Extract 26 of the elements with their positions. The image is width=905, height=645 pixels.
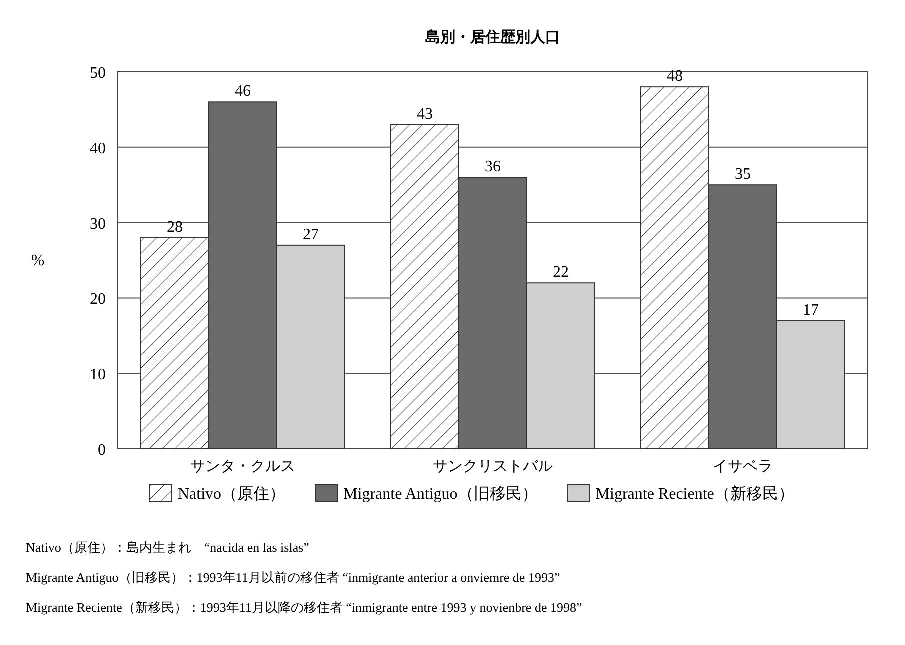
legend-label: Migrante Antiguo（旧移民） [344, 485, 538, 503]
data-label: 28 [167, 218, 183, 236]
text: Migrante Reciente（新移民）：1993年11月以降の移住者 “inmigrante entre 1993 y novienbre de 1998” [26, 600, 582, 615]
data-label: 22 [553, 264, 569, 282]
text: Nativo（原住）：島内生まれ “nacida en las islas” [26, 540, 310, 555]
data-label: 35 [735, 166, 751, 184]
x-tick-label: サンクリストバル [433, 459, 553, 475]
data-label: 36 [485, 158, 501, 176]
y-tick-label: 20 [90, 291, 106, 308]
x-tick-label: イサベラ [713, 459, 773, 475]
data-label: 27 [303, 226, 319, 244]
data-label: 43 [417, 106, 433, 123]
y-tick-label: 30 [90, 216, 106, 233]
data-label: 48 [667, 68, 683, 86]
y-tick-label: 0 [98, 442, 106, 459]
text: Migrante Antiguo（旧移民）：1993年11月以前の移住者 “inmigrante anterior a onviemre de 1993” [26, 570, 560, 585]
data-label: 17 [803, 302, 819, 319]
legend-label: Nativo（原住） [178, 486, 286, 503]
y-tick-label: 40 [90, 140, 106, 158]
x-tick-label: サンタ・クルス [190, 459, 296, 475]
y-axis-title: % [31, 252, 45, 270]
data-label: 46 [235, 83, 251, 100]
chart-title: 島別・居住歴別人口 [426, 29, 560, 46]
legend-label: Migrante Reciente（新移民） [596, 485, 794, 503]
y-tick-label: 50 [90, 65, 106, 82]
y-tick-label: 10 [90, 366, 106, 384]
